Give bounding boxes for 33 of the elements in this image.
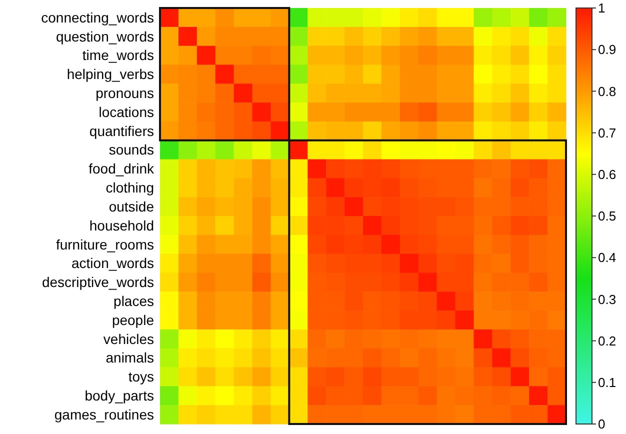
color-bar-label: 0.1 [598, 374, 616, 390]
color-bar-label: 0 [598, 416, 606, 432]
color-bar-label: 0.6 [598, 166, 616, 182]
y-tick-label: time_words [82, 47, 154, 64]
y-tick-label: games_routines [54, 406, 154, 422]
color-bar-label: 0.9 [598, 42, 616, 58]
y-tick-label: outside [108, 198, 154, 214]
color-bar-label: 0.5 [598, 208, 616, 224]
y-tick-label: quantifiers [89, 122, 154, 139]
y-tick-label: clothing [106, 180, 154, 196]
y-tick-label: vehicles [103, 330, 154, 347]
color-bar-label: 0.2 [598, 333, 616, 348]
color-bar-label: 0.4 [598, 250, 616, 266]
y-tick-label: action_words [72, 255, 154, 272]
y-tick-label: connecting_words [41, 9, 154, 26]
y-tick-label: body_parts [84, 388, 154, 404]
y-tick-label: people [112, 312, 154, 328]
color-bar-label: 1 [598, 0, 606, 16]
y-tick-label: toys [128, 368, 154, 385]
color-bar-label: 0.7 [598, 125, 616, 140]
y-tick-label: household [89, 217, 154, 234]
color-bar-label: 0.3 [598, 292, 616, 307]
y-tick-label: helping_verbs [66, 66, 154, 82]
y-tick-label: places [114, 292, 154, 309]
color-bar-label: 0.8 [598, 84, 616, 99]
y-tick-label: question_words [56, 28, 154, 44]
y-tick-label: sounds [108, 142, 154, 158]
y-tick-label: animals [106, 350, 154, 366]
y-tick-label: pronouns [96, 84, 154, 101]
y-tick-label: food_drink [88, 160, 155, 177]
y-tick-label: furniture_rooms [56, 236, 154, 252]
y-tick-label: locations [98, 104, 154, 120]
y-tick-label: descriptive_words [42, 274, 154, 290]
